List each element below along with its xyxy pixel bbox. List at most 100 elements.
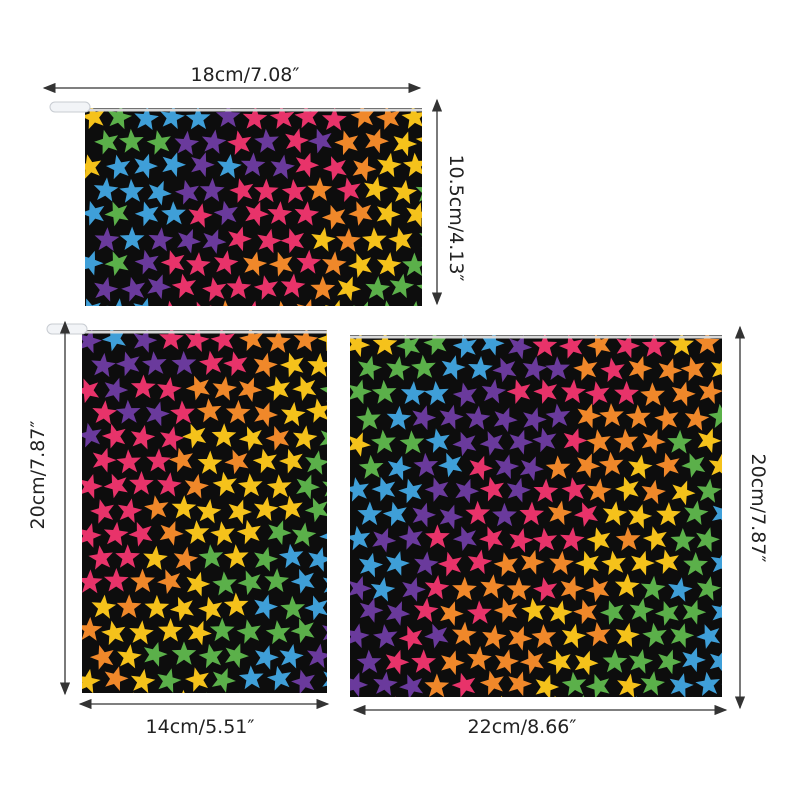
- star-print: [267, 201, 293, 226]
- star-print: [411, 649, 436, 673]
- star-print: [323, 692, 324, 693]
- star-print: [308, 128, 332, 154]
- star-print: [696, 527, 720, 552]
- star-print: [350, 335, 371, 358]
- star-print: [334, 130, 359, 156]
- star-print: [376, 201, 401, 227]
- star-print: [82, 378, 100, 404]
- star-print: [493, 598, 518, 623]
- star-print: [322, 156, 347, 181]
- star-print: [479, 476, 504, 502]
- star-print: [148, 227, 174, 252]
- star-print: [182, 423, 207, 449]
- star-print: [415, 186, 422, 202]
- star-print: [425, 524, 450, 548]
- star-print: [94, 227, 120, 252]
- star-print: [128, 521, 153, 547]
- star-print: [403, 152, 422, 177]
- star-print: [159, 330, 184, 350]
- star-print: [85, 154, 102, 179]
- star-print: [350, 379, 372, 405]
- star-print: [667, 429, 692, 454]
- star-print: [319, 533, 327, 540]
- star-print: [88, 545, 113, 570]
- star-print: [116, 449, 141, 474]
- star-print: [721, 491, 722, 492]
- star-print: [348, 253, 372, 278]
- star-print: [710, 554, 722, 573]
- star-print: [602, 649, 628, 673]
- star-print: [242, 108, 268, 130]
- star-print: [281, 401, 306, 427]
- star-print: [532, 527, 558, 552]
- star-print: [533, 577, 558, 602]
- star-print: [279, 300, 284, 306]
- star-print: [160, 108, 185, 130]
- star-print: [585, 381, 610, 406]
- star-print: [144, 594, 170, 619]
- star-print: [103, 521, 129, 546]
- star-print: [506, 379, 531, 404]
- star-print: [481, 379, 507, 404]
- star-print: [254, 546, 278, 572]
- star-print: [616, 335, 640, 359]
- star-print: [554, 695, 556, 697]
- star-print: [587, 478, 612, 503]
- star-print: [146, 448, 171, 473]
- star-print: [399, 674, 424, 697]
- star-print: [129, 471, 154, 495]
- star-print: [94, 129, 119, 155]
- star-print: [708, 403, 722, 428]
- star-print: [157, 377, 182, 402]
- star-print: [600, 357, 625, 382]
- star-print: [106, 298, 122, 306]
- star-print: [239, 330, 264, 351]
- star-print: [251, 300, 257, 306]
- star-print: [721, 389, 722, 390]
- star-print: [398, 478, 423, 504]
- star-print: [238, 665, 264, 690]
- star-print: [292, 376, 317, 401]
- star-print: [223, 351, 248, 377]
- star-print: [185, 108, 211, 130]
- star-print: [506, 477, 531, 503]
- star-print: [365, 276, 390, 301]
- star-print: [696, 478, 722, 503]
- star-print: [224, 544, 249, 569]
- star-print: [134, 249, 159, 275]
- star-print: [129, 620, 154, 645]
- star-print: [254, 402, 278, 427]
- star-print: [185, 330, 210, 352]
- star-print: [640, 382, 665, 406]
- star-print: [239, 692, 240, 693]
- star-print: [629, 649, 654, 674]
- star-print: [386, 405, 412, 430]
- star-print: [401, 108, 422, 129]
- star-print: [601, 550, 626, 575]
- star-print: [171, 495, 197, 520]
- star-print: [186, 252, 211, 277]
- star-print: [479, 526, 503, 552]
- star-print: [548, 500, 573, 526]
- star-print: [211, 423, 237, 447]
- star-print: [642, 526, 667, 551]
- star-print: [117, 644, 142, 669]
- star-print: [184, 520, 210, 544]
- star-print: [350, 576, 372, 601]
- star-print: [396, 335, 420, 359]
- star-print: [82, 523, 102, 548]
- star-print: [254, 594, 278, 620]
- star-print: [359, 598, 384, 623]
- star-print: [175, 179, 199, 205]
- star-print: [356, 649, 382, 674]
- star-print: [184, 473, 209, 499]
- star-print: [85, 108, 105, 130]
- star-print: [350, 672, 369, 697]
- star-print: [641, 429, 666, 454]
- star-print: [576, 453, 601, 479]
- star-print: [371, 429, 396, 454]
- star-print: [406, 202, 422, 228]
- star-print: [371, 379, 397, 404]
- star-print: [508, 626, 533, 651]
- star-print: [305, 450, 327, 475]
